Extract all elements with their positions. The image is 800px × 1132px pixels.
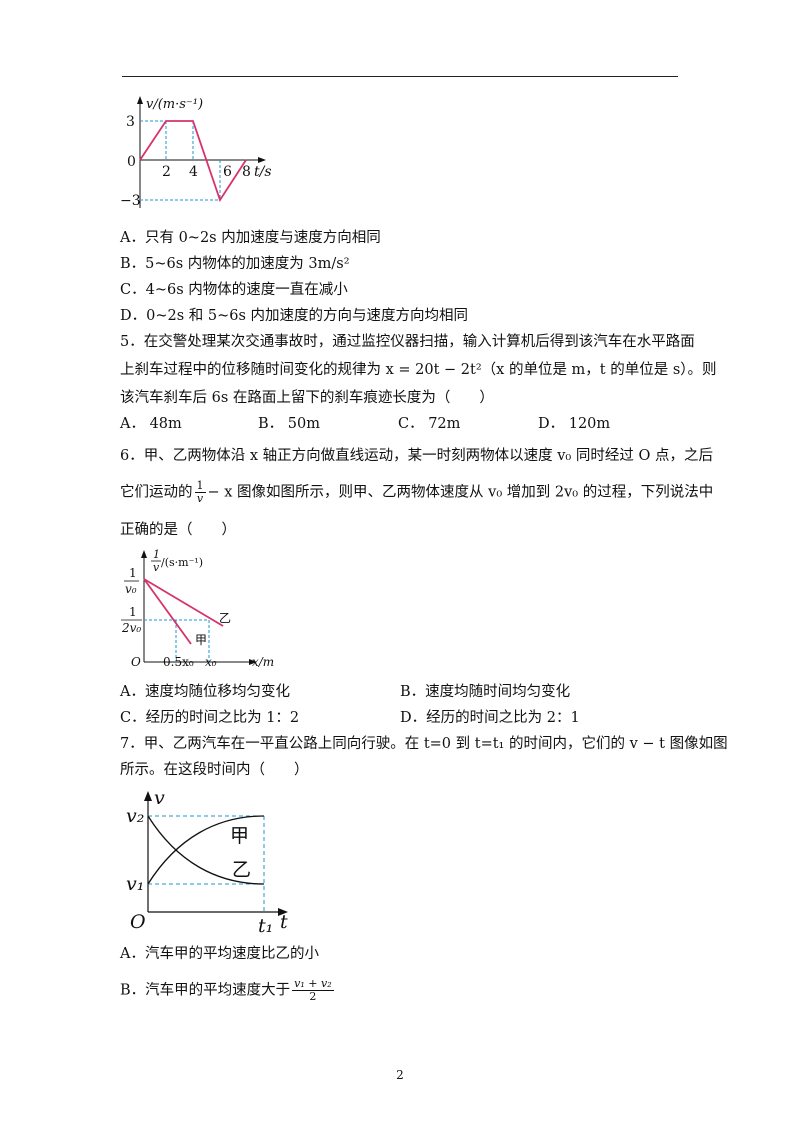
q6-stem-line2: 它们运动的 1 v − x 图像如图所示，则甲、乙两物体速度从 v₀ 增加到 2v₀ … xyxy=(120,480,713,505)
q7-label-yi: 乙 xyxy=(232,859,251,881)
q6-x-half: 0.5x₀ xyxy=(163,655,194,669)
q6-y2-den: 2v₀ xyxy=(121,621,141,635)
q6-ylabel-den: v xyxy=(153,561,160,574)
q7-option-a: A．汽车甲的平均速度比乙的小 xyxy=(120,946,319,962)
q6-label-jia: 甲 xyxy=(195,633,207,647)
q7-v2-label: v₂ xyxy=(126,805,144,827)
q6-option-b: B．速度均随时间均匀变化 xyxy=(400,684,571,700)
q4-option-d: D．0~2s 和 5~6s 内加速度的方向与速度方向均相同 xyxy=(120,308,469,324)
q7-curve-jia xyxy=(147,815,265,885)
q5-option-c: C． 72m xyxy=(398,416,461,432)
q6-graph: 1 v /(s·m⁻¹) 1 v₀ 1 2v₀ O 0.5x₀ x₀ x/m 乙… xyxy=(121,548,274,669)
q6-label-yi: 乙 xyxy=(219,611,231,625)
q4-xtick-4: 4 xyxy=(189,164,198,180)
page-number: 2 xyxy=(396,1068,404,1082)
q6-xlabel: x/m xyxy=(252,655,274,669)
q7-vt-graph: v v₂ v₁ O t₁ t 甲 乙 xyxy=(126,787,288,937)
q6-stem-line3: 正确的是（ ） xyxy=(120,522,236,538)
q7-stem-line2: 所示。在这段时间内（ ） xyxy=(120,762,309,778)
q6-option-a: A．速度均随位移均匀变化 xyxy=(120,684,290,700)
q4-option-a: A．只有 0~2s 内加速度与速度方向相同 xyxy=(120,230,381,246)
q4-option-c: C．4~6s 内物体的速度一直在减小 xyxy=(120,282,348,298)
q5-stem-line2: 上刹车过程中的位移随时间变化的规律为 x = 20t − 2t²（x 的单位是 … xyxy=(120,362,717,378)
q7-x-arrow xyxy=(278,908,288,916)
q7-stem-line1: 7．甲、乙两汽车在一平直公路上同向行驶。在 t=0 到 t=t₁ 的时间内，它们… xyxy=(120,736,728,752)
header-rule xyxy=(122,76,678,77)
q7-t1-label: t₁ xyxy=(258,915,273,937)
q7-option-b: B．汽车甲的平均速度大于 v₁ + v₂ 2 xyxy=(120,978,336,1003)
q4-vt-curve xyxy=(139,120,247,203)
q6-ylabel-num: 1 xyxy=(153,548,160,561)
q4-xlabel: t/s xyxy=(254,164,272,180)
q4-y-arrow xyxy=(137,96,143,104)
q6-y1-num: 1 xyxy=(129,566,137,580)
q4-y-neg-label: −3 xyxy=(120,193,141,209)
q4-xtick-6: 6 xyxy=(223,164,232,180)
q6-ylabel-unit: /(s·m⁻¹) xyxy=(161,556,203,569)
q6-stem-line1: 6．甲、乙两物体沿 x 轴正方向做直线运动，某一时刻两物体以速度 v₀ 同时经过… xyxy=(120,448,713,464)
q6-x-full: x₀ xyxy=(205,655,217,669)
q5-stem-line3: 该汽车刹车后 6s 在路面上留下的刹车痕迹长度为（ ） xyxy=(120,390,494,406)
q6-y2-num: 1 xyxy=(129,605,137,619)
q6-option-c: C．经历的时间之比为 1：2 xyxy=(120,710,300,726)
q4-x-arrow xyxy=(258,157,266,163)
q6-line-yi xyxy=(143,578,224,627)
q6-origin: O xyxy=(131,655,141,669)
q4-xtick-2: 2 xyxy=(162,164,171,180)
q7-option-b-fraction: v₁ + v₂ 2 xyxy=(292,977,334,1003)
q6-x-arrow xyxy=(249,659,257,665)
q4-vt-graph: v/(m·s⁻¹) 3 0 −3 2 4 6 8 t/s xyxy=(120,96,272,209)
q6-stem-line2-start: 它们运动的 xyxy=(120,484,193,501)
q4-y-pos-label: 3 xyxy=(126,114,135,130)
q7-option-b-text: B．汽车甲的平均速度大于 xyxy=(120,982,291,999)
q6-option-d: D．经历的时间之比为 2：1 xyxy=(400,710,580,726)
q6-y1-den: v₀ xyxy=(125,582,137,596)
q6-y-arrow xyxy=(141,550,147,558)
q7-ylabel: v xyxy=(154,787,165,809)
q7-v1-label: v₁ xyxy=(126,873,144,895)
q6-line-jia xyxy=(143,578,192,645)
q5-option-b: B． 50m xyxy=(258,416,320,432)
q5-option-d: D． 120m xyxy=(538,416,611,432)
q7-label-jia: 甲 xyxy=(230,825,249,847)
q4-ylabel: v/(m·s⁻¹) xyxy=(146,97,203,112)
q4-option-b: B．5~6s 内物体的加速度为 3m/s² xyxy=(120,256,350,272)
q7-y-arrow xyxy=(144,791,152,801)
q7-xlabel: t xyxy=(280,911,288,933)
q7-origin: O xyxy=(130,911,146,933)
q7-curve-yi xyxy=(147,815,265,885)
q6-stem-line2-end: − x 图像如图所示，则甲、乙两物体速度从 v₀ 增加到 2v₀ 的过程，下列说… xyxy=(207,484,714,501)
q5-option-a: A． 48m xyxy=(120,416,182,432)
q4-xtick-8: 8 xyxy=(242,164,251,180)
q5-stem-line1: 5．在交警处理某次交通事故时，通过监控仪器扫描，输入计算机后得到该汽车在水平路面 xyxy=(120,334,695,350)
q4-origin-label: 0 xyxy=(127,154,136,170)
